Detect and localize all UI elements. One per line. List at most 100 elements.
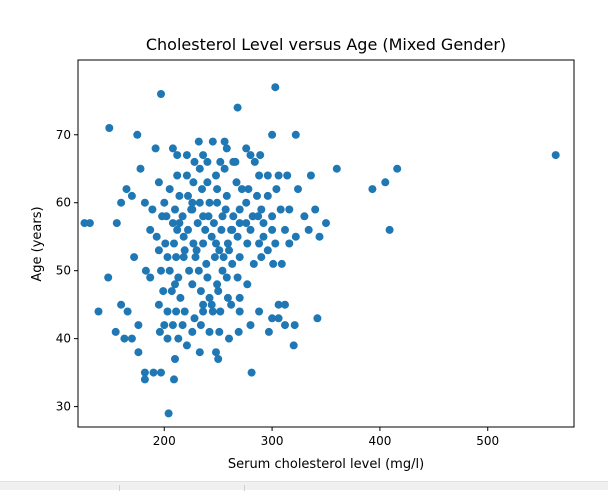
data-point	[213, 198, 222, 207]
data-point	[272, 185, 281, 194]
data-point	[232, 178, 241, 187]
data-point	[300, 212, 309, 221]
data-point	[152, 232, 161, 241]
data-point	[205, 198, 214, 207]
data-point	[225, 246, 233, 255]
data-point	[381, 178, 390, 187]
data-point	[216, 307, 225, 316]
data-point	[294, 185, 302, 194]
data-point	[161, 239, 170, 248]
data-point	[85, 219, 94, 228]
data-point	[171, 355, 179, 363]
data-point	[127, 334, 136, 343]
data-point	[203, 273, 212, 282]
data-point	[263, 246, 272, 255]
data-point	[199, 151, 208, 160]
data-point	[210, 253, 219, 262]
data-point	[173, 151, 182, 160]
x-tick-label: 400	[368, 434, 391, 448]
data-point	[185, 266, 194, 275]
data-point	[220, 137, 229, 146]
strip-divider	[119, 485, 120, 491]
data-point	[164, 409, 173, 418]
data-point	[551, 151, 560, 160]
data-point	[146, 225, 155, 234]
data-point	[134, 321, 143, 330]
data-point	[250, 157, 259, 166]
data-point	[246, 151, 255, 160]
data-point	[216, 157, 225, 166]
data-point	[199, 212, 208, 221]
data-point	[243, 239, 252, 248]
x-tick-label: 200	[153, 434, 176, 448]
data-point	[220, 164, 229, 173]
data-point	[291, 130, 300, 139]
data-point	[208, 307, 217, 316]
data-point	[171, 205, 179, 214]
data-point	[222, 273, 231, 282]
data-point	[173, 171, 182, 180]
data-point	[290, 321, 299, 330]
data-point	[188, 280, 197, 289]
data-point	[233, 103, 242, 112]
data-point	[215, 246, 224, 255]
data-point	[182, 171, 191, 180]
data-point	[170, 375, 178, 384]
data-point	[242, 219, 251, 228]
data-point	[259, 232, 268, 241]
data-point	[222, 144, 231, 153]
data-point	[202, 259, 211, 268]
data-point	[214, 287, 223, 296]
data-point	[228, 225, 237, 234]
data-point	[123, 307, 132, 316]
data-point	[182, 341, 191, 350]
data-point	[155, 327, 164, 336]
data-point	[159, 287, 168, 296]
data-point	[385, 225, 394, 234]
data-point	[274, 314, 283, 323]
data-point	[227, 300, 236, 309]
data-point	[368, 185, 377, 194]
data-point	[127, 191, 136, 200]
data-point	[117, 198, 126, 207]
data-point	[209, 219, 218, 228]
data-point	[229, 212, 238, 221]
data-point	[176, 293, 185, 302]
data-point	[171, 280, 179, 289]
data-point	[130, 253, 139, 262]
data-point	[133, 130, 142, 139]
data-point	[195, 198, 204, 207]
data-point	[157, 368, 165, 377]
data-point	[188, 198, 197, 207]
data-point	[149, 368, 158, 377]
data-point	[285, 205, 294, 214]
data-point	[242, 198, 251, 207]
data-point	[213, 185, 222, 194]
data-point	[160, 198, 169, 207]
data-point	[163, 307, 172, 316]
y-axis-label: Age (years)	[30, 206, 45, 281]
data-point	[223, 239, 232, 248]
data-point	[180, 246, 189, 255]
data-point	[253, 191, 261, 200]
data-point	[184, 191, 192, 200]
data-point	[196, 287, 205, 296]
data-point	[195, 348, 204, 357]
data-point	[148, 205, 157, 214]
data-point	[246, 225, 255, 234]
data-point	[162, 212, 171, 221]
data-point	[157, 90, 165, 98]
data-point	[168, 144, 177, 153]
data-point	[235, 253, 244, 262]
data-point	[217, 225, 226, 234]
data-point	[194, 137, 203, 146]
data-point	[315, 232, 324, 241]
data-point	[203, 178, 212, 187]
data-point	[212, 348, 220, 357]
data-point	[223, 293, 232, 302]
data-point	[160, 321, 169, 330]
data-point	[311, 205, 320, 214]
y-tick-label: 40	[56, 332, 71, 346]
data-point	[235, 205, 244, 214]
data-point	[256, 151, 265, 160]
